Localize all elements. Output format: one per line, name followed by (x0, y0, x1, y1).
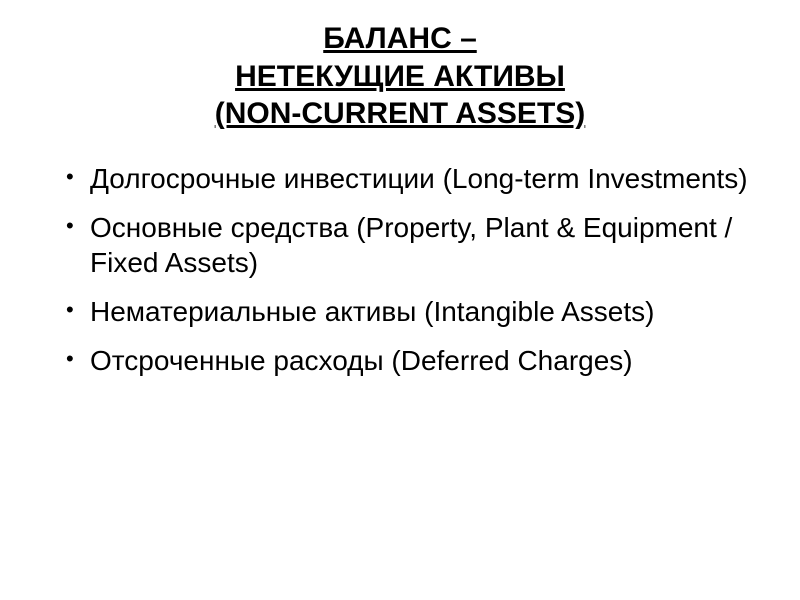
list-item-text: Нематериальные активы (Intangible Assets… (90, 296, 654, 327)
list-item-text: Основные средства (Property, Plant & Equ… (90, 212, 732, 278)
slide-title: БАЛАНС – НЕТЕКУЩИЕ АКТИВЫ (NON-CURRENT A… (50, 20, 750, 133)
title-line-1: БАЛАНС – (50, 20, 750, 58)
title-line-2: НЕТЕКУЩИЕ АКТИВЫ (50, 58, 750, 96)
list-item-text: Долгосрочные инвестиции (Long-term Inves… (90, 163, 748, 194)
list-item: Нематериальные активы (Intangible Assets… (90, 294, 750, 329)
list-item: Долгосрочные инвестиции (Long-term Inves… (90, 161, 750, 196)
list-item: Отсроченные расходы (Deferred Charges) (90, 343, 750, 378)
list-item-text: Отсроченные расходы (Deferred Charges) (90, 345, 633, 376)
slide: БАЛАНС – НЕТЕКУЩИЕ АКТИВЫ (NON-CURRENT A… (0, 0, 800, 600)
bullet-list: Долгосрочные инвестиции (Long-term Inves… (50, 161, 750, 378)
title-line-3: (NON-CURRENT ASSETS) (50, 95, 750, 133)
list-item: Основные средства (Property, Plant & Equ… (90, 210, 750, 280)
